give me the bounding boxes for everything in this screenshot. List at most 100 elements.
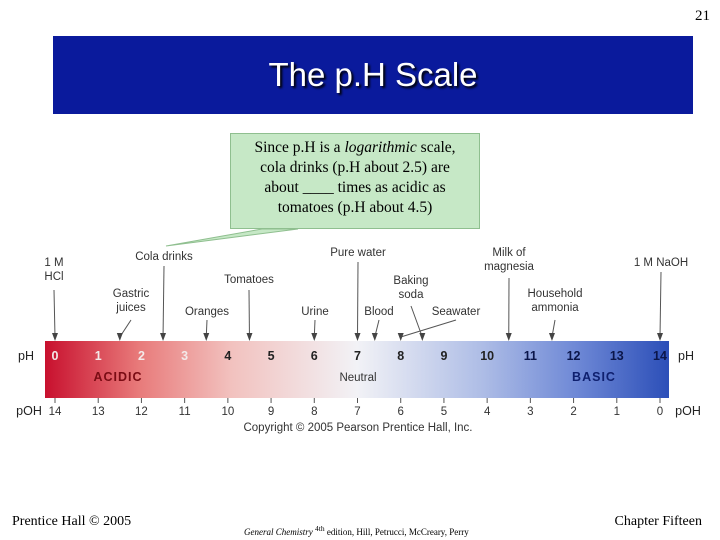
substance-household: Household ammonia	[528, 288, 583, 341]
ph-tick-label: 8	[397, 349, 404, 363]
poh-label-left: pOH	[16, 404, 42, 418]
substance-label: Urine	[301, 306, 328, 318]
substance-pure-water: Pure water	[330, 247, 386, 341]
substance-label: Gastric	[113, 288, 150, 300]
substance-urine: Urine	[301, 306, 329, 341]
poh-tick-label: 6	[398, 406, 404, 418]
ph-tick-label: 14	[653, 349, 667, 363]
ph-tick-label: 3	[181, 349, 188, 363]
substance-pointer-line	[53, 289, 56, 338]
substance-gastric: Gastric juices	[113, 288, 150, 341]
callout-pointer	[165, 228, 299, 247]
callout-line-1: Since p.H is a logarithmic scale,	[231, 138, 479, 158]
poh-tick-label: 3	[527, 406, 533, 418]
substance-label: Baking	[393, 275, 428, 287]
substance-pointer-arrow	[505, 333, 512, 341]
substance-blood: Blood	[364, 306, 394, 341]
footer-chapter: Chapter Fifteen	[614, 514, 702, 529]
substance-baking: Baking soda	[393, 275, 429, 341]
ph-tick-label: 6	[311, 349, 318, 363]
substance-pointer-arrow	[116, 333, 123, 341]
substance-label: 1 M NaOH	[634, 257, 688, 269]
ph-tick-label: 12	[567, 349, 581, 363]
poh-tick-label: 2	[570, 406, 576, 418]
footer-citation: General Chemistry 4th edition, Hill, Pet…	[244, 524, 469, 537]
substance-pointer-arrow	[371, 333, 378, 341]
acidic-label: ACIDIC	[93, 370, 142, 384]
poh-tick-label: 12	[135, 406, 148, 418]
poh-label-right: pOH	[675, 404, 701, 418]
substance-pointer-arrow	[52, 333, 58, 341]
neutral-label: Neutral	[339, 372, 376, 384]
slide-number: 21	[695, 8, 710, 24]
substance-1-m-naoh: 1 M NaOH	[634, 257, 688, 341]
substance-milk-of: Milk of magnesia	[484, 247, 535, 341]
substance-cola-drinks: Cola drinks	[135, 251, 193, 341]
substance-label: Tomatoes	[224, 274, 274, 286]
poh-tick-label: 8	[311, 406, 317, 418]
substance-pointer-line	[400, 319, 457, 338]
substance-pointer-arrow	[354, 333, 361, 341]
substance-pointer-line	[410, 305, 423, 338]
copyright: Copyright © 2005 Pearson Prentice Hall, …	[243, 422, 472, 434]
poh-tick-label: 4	[484, 406, 491, 418]
substance-label: Pure water	[330, 247, 386, 259]
poh-tick-label: 14	[49, 406, 62, 418]
poh-tick-label: 11	[179, 406, 191, 418]
poh-tick-label: 9	[268, 406, 274, 418]
ph-tick-label: 11	[524, 349, 537, 363]
footer-edition-sup: 4th	[315, 524, 325, 533]
callout-line-1-end: scale,	[420, 139, 456, 156]
callout-line-4: tomatoes (p.H about 4.5)	[277, 199, 433, 216]
slide-title: The p.H Scale	[268, 56, 478, 93]
callout-line-2: cola drinks (p.H about 2.5) are	[260, 159, 450, 176]
pointer-layer: 1 M HCl Gastric juices Cola drinks Oranges Tom…	[44, 247, 688, 341]
substance-label-line2: juices	[115, 302, 146, 314]
substance-pointer-arrow	[397, 333, 404, 341]
substance-pointer-arrow	[160, 333, 167, 341]
substance-label: 1 M	[44, 257, 63, 269]
poh-tick-label: 7	[354, 406, 360, 418]
substance-pointer-line	[162, 265, 165, 338]
poh-tick-label: 10	[221, 406, 234, 418]
substance-pointer-arrow	[419, 333, 426, 341]
basic-label: BASIC	[572, 370, 616, 384]
substance-label: Cola drinks	[135, 251, 193, 263]
substance-label: Household	[528, 288, 583, 300]
substance-pointer-line	[659, 271, 662, 338]
substance-1-m: 1 M HCl	[44, 257, 64, 341]
ph-tick-label: 0	[52, 349, 59, 363]
ph-gradient-bar	[45, 341, 669, 398]
ph-tick-label: 2	[138, 349, 145, 363]
substance-pointer-arrow	[657, 333, 663, 341]
poh-tick-label: 0	[657, 406, 663, 418]
ph-tick-label: 9	[440, 349, 447, 363]
substance-label-line2: magnesia	[484, 261, 534, 273]
ph-label-right: pH	[678, 349, 694, 363]
substance-label: Oranges	[185, 306, 229, 318]
poh-tick-label: 13	[92, 406, 105, 418]
ph-tick-label: 5	[268, 349, 275, 363]
ph-tick-label: 7	[354, 349, 361, 363]
ph-tick-label: 4	[224, 349, 231, 363]
substance-label: Seawater	[432, 306, 481, 318]
poh-tick-label: 5	[441, 406, 447, 418]
ph-tick-label: 1	[95, 349, 102, 363]
substance-pointer-line	[357, 261, 359, 338]
footer-book-title: General Chemistry	[244, 527, 313, 537]
substance-pointer-arrow	[548, 333, 555, 341]
substance-seawater: Seawater	[397, 306, 481, 341]
ph-label-left: pH	[18, 349, 34, 363]
callout-box: Since p.H is a logarithmic scale, cola d…	[230, 133, 480, 229]
substance-tomatoes: Tomatoes	[224, 274, 274, 341]
substance-label-line2: ammonia	[531, 302, 579, 314]
poh-tick-label: 1	[614, 406, 620, 418]
callout-emphasis: logarithmic	[344, 139, 417, 156]
ph-tick-label: 13	[610, 349, 624, 363]
substance-pointer-arrow	[311, 333, 318, 341]
substance-pointer-arrow	[203, 333, 210, 341]
footer-authors: edition, Hill, Petrucci, McCreary, Perry	[326, 527, 469, 537]
substance-oranges: Oranges	[185, 306, 229, 341]
substance-label-line2: soda	[399, 289, 425, 301]
